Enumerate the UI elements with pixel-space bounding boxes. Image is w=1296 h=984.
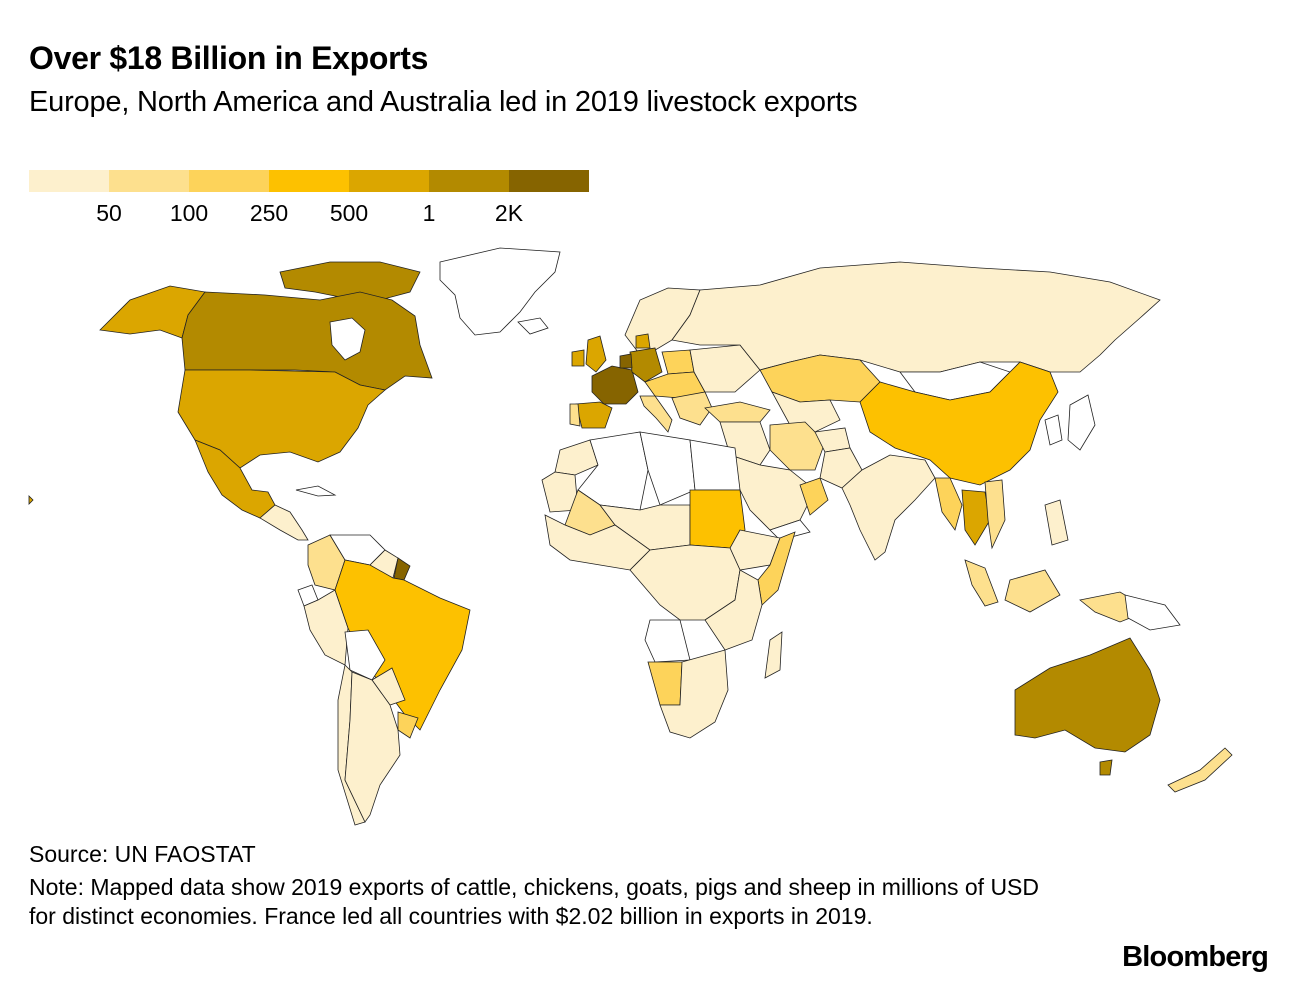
libya — [639, 431, 696, 506]
southern-africa — [659, 649, 729, 739]
balkans — [671, 391, 713, 426]
uruguay — [397, 711, 419, 739]
poland — [661, 349, 695, 375]
bloomberg-logo: Bloomberg — [1122, 941, 1269, 973]
madagascar — [764, 631, 783, 679]
cuba — [295, 485, 337, 497]
turkey — [704, 401, 771, 423]
netherlands — [619, 353, 633, 369]
legend-bin-1 — [29, 170, 109, 192]
ethiopia — [729, 529, 781, 571]
ireland — [571, 349, 585, 367]
canadian-arctic-islands — [279, 261, 421, 301]
legend-tick-100: 100 — [169, 200, 209, 226]
portugal — [569, 403, 581, 427]
legend-bin-3 — [189, 170, 269, 192]
germany — [629, 347, 663, 383]
india — [841, 454, 936, 561]
korea — [1044, 414, 1063, 446]
chart-subtitle: Europe, North America and Australia led … — [29, 86, 858, 118]
hudson-bay — [329, 317, 366, 361]
legend-tick-50: 50 — [96, 200, 122, 226]
western-sahara — [541, 471, 579, 513]
vietnam — [984, 479, 1006, 550]
indonesia — [1004, 569, 1061, 613]
oman — [799, 477, 829, 516]
argentina — [344, 671, 401, 823]
legend-tick-1: 1 — [422, 200, 436, 226]
methodology-note: Note: Mapped data show 2019 exports of c… — [29, 874, 1040, 929]
legend-tick-2k: 2K — [494, 200, 524, 226]
italy — [639, 395, 673, 433]
new-zealand — [1167, 747, 1233, 793]
philippines — [1044, 499, 1069, 546]
color-legend: 50 100 250 500 1 2K — [29, 170, 589, 230]
legend-bin-2 — [109, 170, 189, 192]
bolivia — [344, 629, 386, 681]
canada — [181, 291, 433, 391]
france — [591, 365, 639, 405]
chart-title: Over $18 Billion in Exports — [29, 40, 429, 76]
spain — [575, 401, 613, 429]
greenland — [439, 247, 561, 336]
iceland — [517, 317, 549, 335]
source-note: Source: UN FAOSTAT — [29, 841, 256, 867]
peru — [303, 589, 349, 666]
egypt — [689, 439, 741, 491]
malaysia — [964, 559, 999, 607]
united-kingdom — [585, 335, 607, 373]
legend-bins — [29, 170, 589, 192]
tasmania — [1099, 759, 1113, 776]
denmark — [635, 333, 651, 349]
namibia — [647, 661, 683, 706]
hawaii — [28, 495, 34, 505]
legend-bin-5 — [349, 170, 429, 192]
china — [859, 361, 1059, 486]
thailand — [961, 489, 991, 546]
legend-tick-250: 250 — [249, 200, 289, 226]
japan — [1067, 394, 1096, 451]
legend-bin-4 — [269, 170, 349, 192]
myanmar — [934, 477, 963, 531]
legend-bin-6 — [429, 170, 509, 192]
angola — [644, 619, 691, 663]
legend-bin-7 — [509, 170, 589, 192]
morocco — [554, 439, 599, 476]
australia — [1014, 637, 1161, 753]
east-africa — [704, 569, 763, 651]
world-map — [28, 247, 1233, 826]
legend-tick-500: 500 — [329, 200, 369, 226]
yemen — [769, 519, 811, 541]
central-america — [259, 504, 309, 541]
papua-new-guinea — [1124, 594, 1181, 631]
